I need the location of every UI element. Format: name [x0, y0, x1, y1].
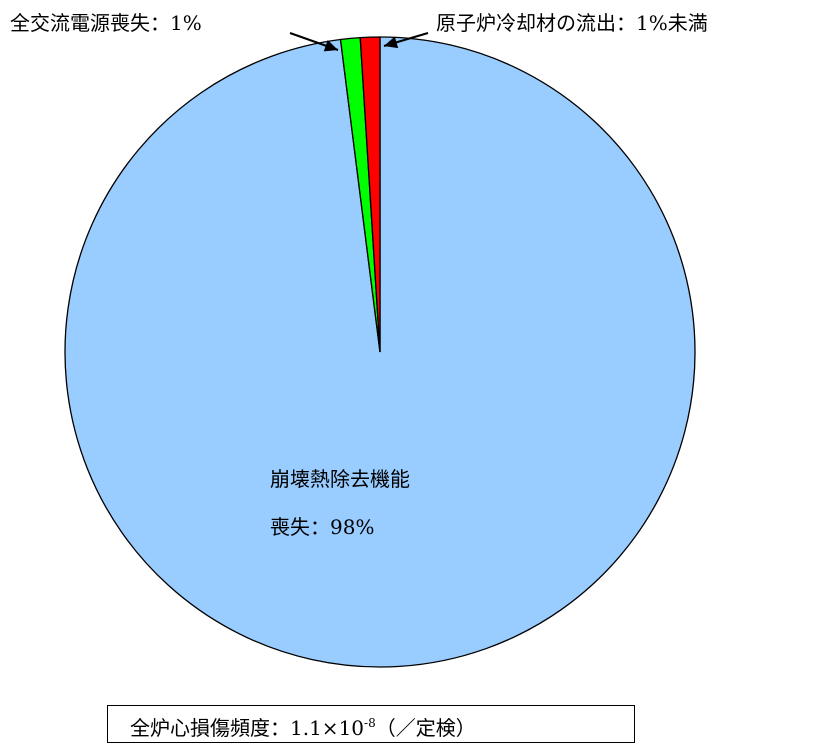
total-exponent: -8	[364, 716, 376, 730]
arrow-coolant-loss-head	[384, 36, 399, 49]
slice-label-decay-heat-removal: 崩壊熱除去機能 喪失：98%	[270, 455, 410, 551]
pie-slice-coolant-loss	[359, 36, 381, 353]
total-suffix: （／定検）	[375, 716, 476, 740]
slice-label-line2: 喪失：98%	[270, 515, 375, 539]
slice-label-line1: 崩壊熱除去機能	[270, 467, 410, 491]
slice-label-coolant-loss: 原子炉冷却材の流出：1%未満	[436, 11, 708, 35]
arrow-station-blackout-head	[323, 40, 338, 52]
slice-label-station-blackout: 全交流電源喪失：1%	[10, 11, 202, 35]
total-frequency-box: 全炉心損傷頻度：1.1×10-8（／定検）	[107, 705, 635, 743]
total-prefix: 全炉心損傷頻度：1.1×10	[130, 716, 365, 740]
